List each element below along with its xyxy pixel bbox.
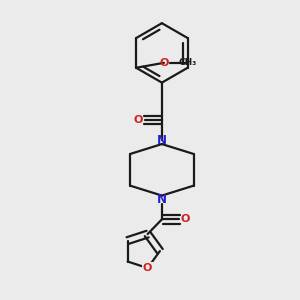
Text: O: O [143,263,152,273]
Text: O: O [181,214,190,224]
Text: O: O [134,115,143,125]
Text: O: O [159,58,169,68]
Text: CH₃: CH₃ [178,58,197,67]
Text: N: N [157,193,167,206]
Text: N: N [157,134,167,147]
